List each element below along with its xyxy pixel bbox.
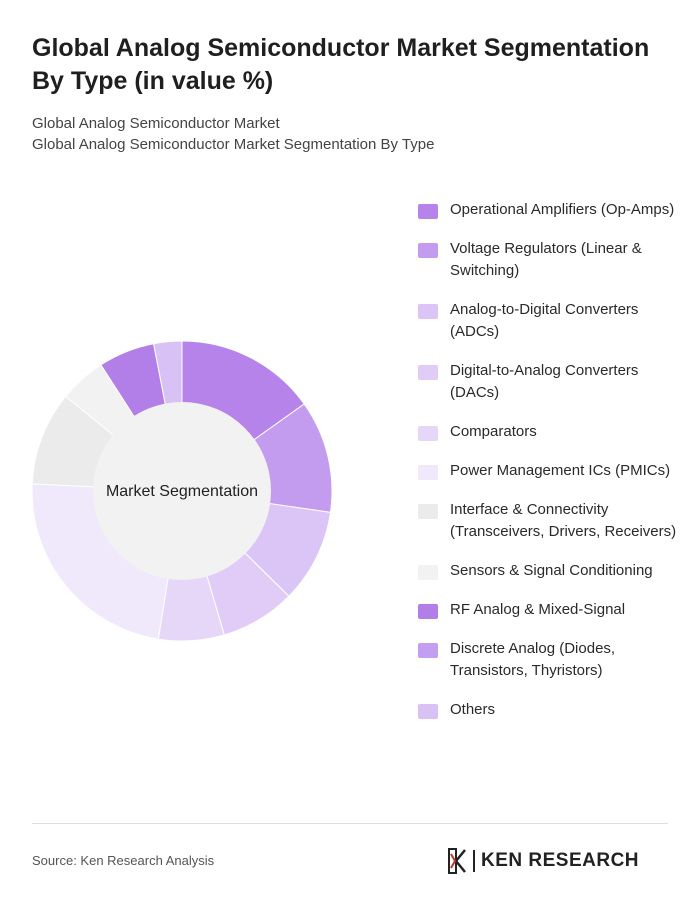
legend-swatch: [418, 243, 438, 258]
legend-swatch: [418, 465, 438, 480]
legend-label: Voltage Regulators (Linear & Switching): [450, 240, 642, 279]
donut-center-label: Market Segmentation: [106, 483, 258, 500]
legend-item: Power Management ICs (PMICs): [418, 460, 678, 482]
legend-label: Power Management ICs (PMICs): [450, 462, 671, 479]
legend-item: Discrete Analog (Diodes, Transistors, Th…: [418, 638, 678, 682]
legend-label: Others: [450, 701, 496, 718]
legend-label: Sensors & Signal Conditioning: [450, 562, 653, 579]
footer-divider: [32, 823, 668, 824]
legend-label: Discrete Analog (Diodes, Transistors, Th…: [450, 640, 616, 679]
legend-label: Operational Amplifiers (Op-Amps): [450, 201, 675, 218]
legend-swatch: [418, 204, 438, 219]
subtitle-line-1: Global Analog Semiconductor Market: [32, 115, 280, 132]
legend-swatch: [418, 604, 438, 619]
legend-label: Interface & Connectivity (Transceivers, …: [450, 501, 677, 540]
legend-item: Digital-to-Analog Converters (DACs): [418, 360, 678, 404]
legend-swatch: [418, 426, 438, 441]
legend-item: Interface & Connectivity (Transceivers, …: [418, 499, 678, 543]
legend-label: Digital-to-Analog Converters (DACs): [450, 362, 639, 401]
subtitle-line-2: Global Analog Semiconductor Market Segme…: [32, 136, 435, 153]
legend-item: Sensors & Signal Conditioning: [418, 560, 678, 582]
ken-research-logo: KEN RESEARCH: [447, 846, 639, 876]
legend-item: Others: [418, 699, 678, 721]
legend-swatch: [418, 704, 438, 719]
ken-research-logo-icon: [448, 848, 466, 874]
legend-swatch: [418, 565, 438, 580]
chart-legend: Operational Amplifiers (Op-Amps) Voltage …: [418, 199, 678, 738]
logo-text: KEN RESEARCH: [481, 850, 640, 871]
legend-swatch: [418, 643, 438, 658]
legend-item: Analog-to-Digital Converters (ADCs): [418, 299, 678, 343]
legend-swatch: [418, 365, 438, 380]
source-note: Source: Ken Research Analysis: [32, 853, 215, 868]
legend-swatch: [418, 304, 438, 319]
chart-subtitle: Global Analog Semiconductor Market Globa…: [32, 113, 672, 155]
donut-chart: Market Segmentation: [31, 340, 333, 642]
donut-hole: [93, 402, 271, 580]
legend-label: RF Analog & Mixed-Signal: [450, 601, 626, 618]
legend-swatch: [418, 504, 438, 519]
legend-item: Comparators: [418, 421, 678, 443]
legend-item: Voltage Regulators (Linear & Switching): [418, 238, 678, 282]
legend-label: Analog-to-Digital Converters (ADCs): [450, 301, 639, 340]
legend-item: RF Analog & Mixed-Signal: [418, 599, 678, 621]
chart-title: Global Analog Semiconductor Market Segme…: [32, 34, 650, 95]
legend-item: Operational Amplifiers (Op-Amps): [418, 199, 678, 221]
legend-label: Comparators: [450, 423, 537, 440]
